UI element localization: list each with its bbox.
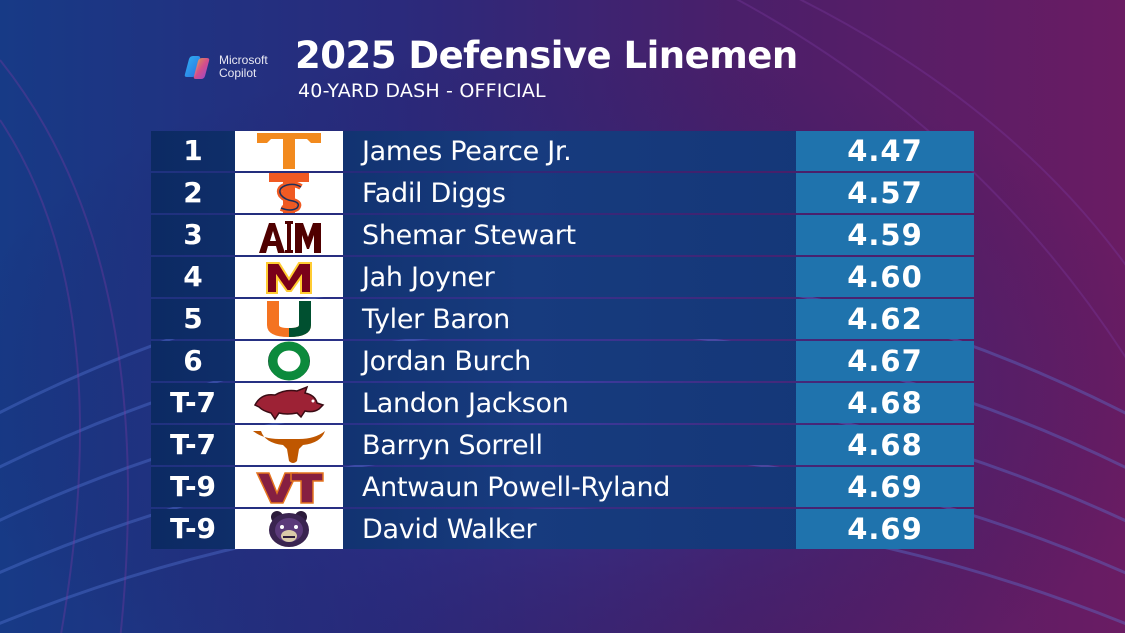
rank-cell: 5 bbox=[183, 302, 203, 335]
rank-cell: T-9 bbox=[169, 470, 217, 503]
player-name: James Pearce Jr. bbox=[362, 136, 572, 167]
player-name: David Walker bbox=[362, 514, 537, 545]
time-cell: 4.62 bbox=[796, 299, 974, 339]
time-cell: 4.60 bbox=[796, 257, 974, 297]
table-row: 4 Jah Joyner 4.60 bbox=[151, 257, 974, 297]
rank-cell: 3 bbox=[183, 218, 203, 251]
oregon-logo bbox=[235, 341, 343, 381]
results-table: 1 James Pearce Jr. 4.47 2 Fadil Diggs 4.… bbox=[151, 131, 974, 551]
rank-cell: T-7 bbox=[169, 428, 217, 461]
player-name: Antwaun Powell-Ryland bbox=[362, 472, 671, 503]
time-cell: 4.69 bbox=[796, 467, 974, 507]
copilot-brand: Microsoft Copilot bbox=[183, 52, 268, 82]
time-cell: 4.47 bbox=[796, 131, 974, 171]
time-cell: 4.57 bbox=[796, 173, 974, 213]
rank-cell: T-7 bbox=[169, 386, 217, 419]
table-row: 5 Tyler Baron 4.62 bbox=[151, 299, 974, 339]
minnesota-logo bbox=[235, 257, 343, 297]
texas-am-logo bbox=[235, 215, 343, 255]
time-cell: 4.68 bbox=[796, 425, 974, 465]
copilot-logo-icon bbox=[184, 56, 210, 79]
arkansas-logo bbox=[235, 383, 343, 423]
table-row: T-7 Landon Jackson 4.68 bbox=[151, 383, 974, 423]
tennessee-logo bbox=[235, 131, 343, 171]
rank-cell: 6 bbox=[183, 344, 203, 377]
player-name: Jordan Burch bbox=[362, 346, 531, 377]
player-name: Barryn Sorrell bbox=[362, 430, 543, 461]
miami-logo bbox=[235, 299, 343, 339]
table-row: T-9 Antwaun Powell-Ryland 4.69 bbox=[151, 467, 974, 507]
player-name: Fadil Diggs bbox=[362, 178, 506, 209]
rank-cell: 1 bbox=[183, 134, 203, 167]
rank-cell: T-9 bbox=[169, 512, 217, 545]
brand-line-1: Microsoft bbox=[219, 53, 268, 67]
table-row: 2 Fadil Diggs 4.57 bbox=[151, 173, 974, 213]
table-row: 1 James Pearce Jr. 4.47 bbox=[151, 131, 974, 171]
page-subtitle: 40-YARD DASH - OFFICIAL bbox=[298, 80, 546, 102]
table-row: 3 Shemar Stewart 4.59 bbox=[151, 215, 974, 255]
brand-line-2: Copilot bbox=[219, 66, 257, 80]
texas-longhorn-logo bbox=[235, 425, 343, 465]
table-row: T-9 David Walker 4.69 bbox=[151, 509, 974, 549]
syracuse-logo bbox=[235, 173, 343, 213]
central-arkansas-bear-logo bbox=[235, 509, 343, 549]
time-cell: 4.69 bbox=[796, 509, 974, 549]
time-cell: 4.59 bbox=[796, 215, 974, 255]
table-row: 6 Jordan Burch 4.67 bbox=[151, 341, 974, 381]
player-name: Landon Jackson bbox=[362, 388, 569, 419]
time-cell: 4.67 bbox=[796, 341, 974, 381]
time-cell: 4.68 bbox=[796, 383, 974, 423]
player-name: Shemar Stewart bbox=[362, 220, 576, 251]
virginia-tech-logo bbox=[235, 467, 343, 507]
rank-cell: 2 bbox=[183, 176, 203, 209]
page-title: 2025 Defensive Linemen bbox=[295, 34, 798, 77]
player-name: Jah Joyner bbox=[362, 262, 495, 293]
player-name: Tyler Baron bbox=[362, 304, 510, 335]
table-row: T-7 Barryn Sorrell 4.68 bbox=[151, 425, 974, 465]
rank-cell: 4 bbox=[183, 260, 203, 293]
